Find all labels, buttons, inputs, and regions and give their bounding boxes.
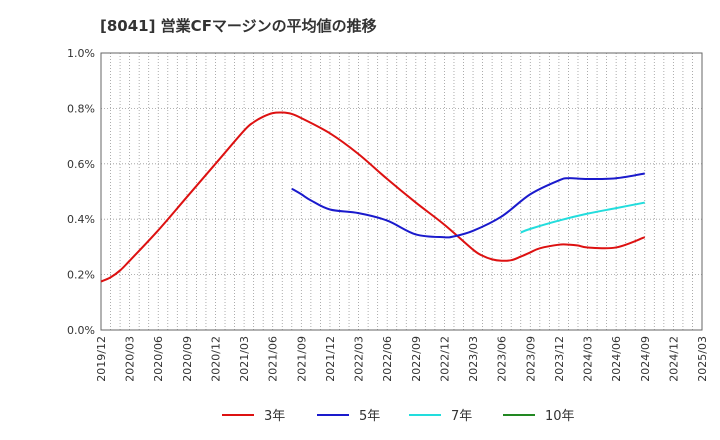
- y-tick-label: 0.2%: [67, 269, 95, 282]
- y-tick-label: 1.0%: [67, 47, 95, 60]
- x-tick-label: 2022/03: [353, 336, 366, 382]
- x-tick-label: 2024/06: [610, 336, 623, 382]
- horizontal-grid: [101, 108, 702, 276]
- legend-label: 5年: [359, 409, 380, 424]
- x-tick-label: 2022/09: [410, 336, 423, 382]
- legend-label: 3年: [264, 409, 285, 424]
- series-lines: [100, 111, 646, 283]
- x-tick-label: 2024/09: [639, 336, 652, 382]
- x-tick-label: 2021/06: [267, 336, 280, 382]
- x-tick-label: 2021/09: [295, 336, 308, 382]
- x-tick-label: 2021/03: [238, 336, 251, 382]
- x-axis-ticks: 2019/12 2020/03 2020/06 2020/09 2020/12 2021/…: [95, 336, 709, 382]
- x-tick-label: 2022/06: [381, 336, 394, 382]
- vertical-grid: [110, 53, 693, 330]
- chart-title: [8041] 営業CFマージンの平均値の推移: [100, 17, 377, 35]
- x-tick-label: 2023/12: [553, 336, 566, 382]
- x-tick-label: 2020/09: [181, 336, 194, 382]
- x-tick-label: 2021/12: [324, 336, 337, 382]
- plot-frame: [100, 52, 703, 331]
- series-line-5年: [291, 172, 645, 239]
- y-tick-label: 0.4%: [67, 213, 95, 226]
- legend: 3年 5年 7年 10年: [222, 409, 575, 424]
- x-tick-label: 2025/03: [696, 336, 709, 382]
- x-tick-label: 2023/03: [467, 336, 480, 382]
- x-tick-label: 2023/06: [496, 336, 509, 382]
- y-axis-ticks: 0.0% 0.2% 0.4% 0.6% 0.8% 1.0%: [67, 47, 95, 337]
- x-tick-label: 2020/03: [124, 336, 137, 382]
- legend-label: 10年: [545, 409, 575, 424]
- x-tick-label: 2024/03: [582, 336, 595, 382]
- y-tick-label: 0.6%: [67, 158, 95, 171]
- x-tick-label: 2019/12: [95, 336, 108, 382]
- y-tick-label: 0.8%: [67, 102, 95, 115]
- x-tick-label: 2020/12: [209, 336, 222, 382]
- series-line-3年: [100, 111, 646, 283]
- y-tick-label: 0.0%: [67, 324, 95, 337]
- series-line-7年: [520, 201, 645, 234]
- x-tick-label: 2024/12: [667, 336, 680, 382]
- x-tick-label: 2023/09: [524, 336, 537, 382]
- legend-label: 7年: [451, 409, 472, 424]
- x-tick-label: 2022/12: [438, 336, 451, 382]
- x-tick-label: 2020/06: [152, 336, 165, 382]
